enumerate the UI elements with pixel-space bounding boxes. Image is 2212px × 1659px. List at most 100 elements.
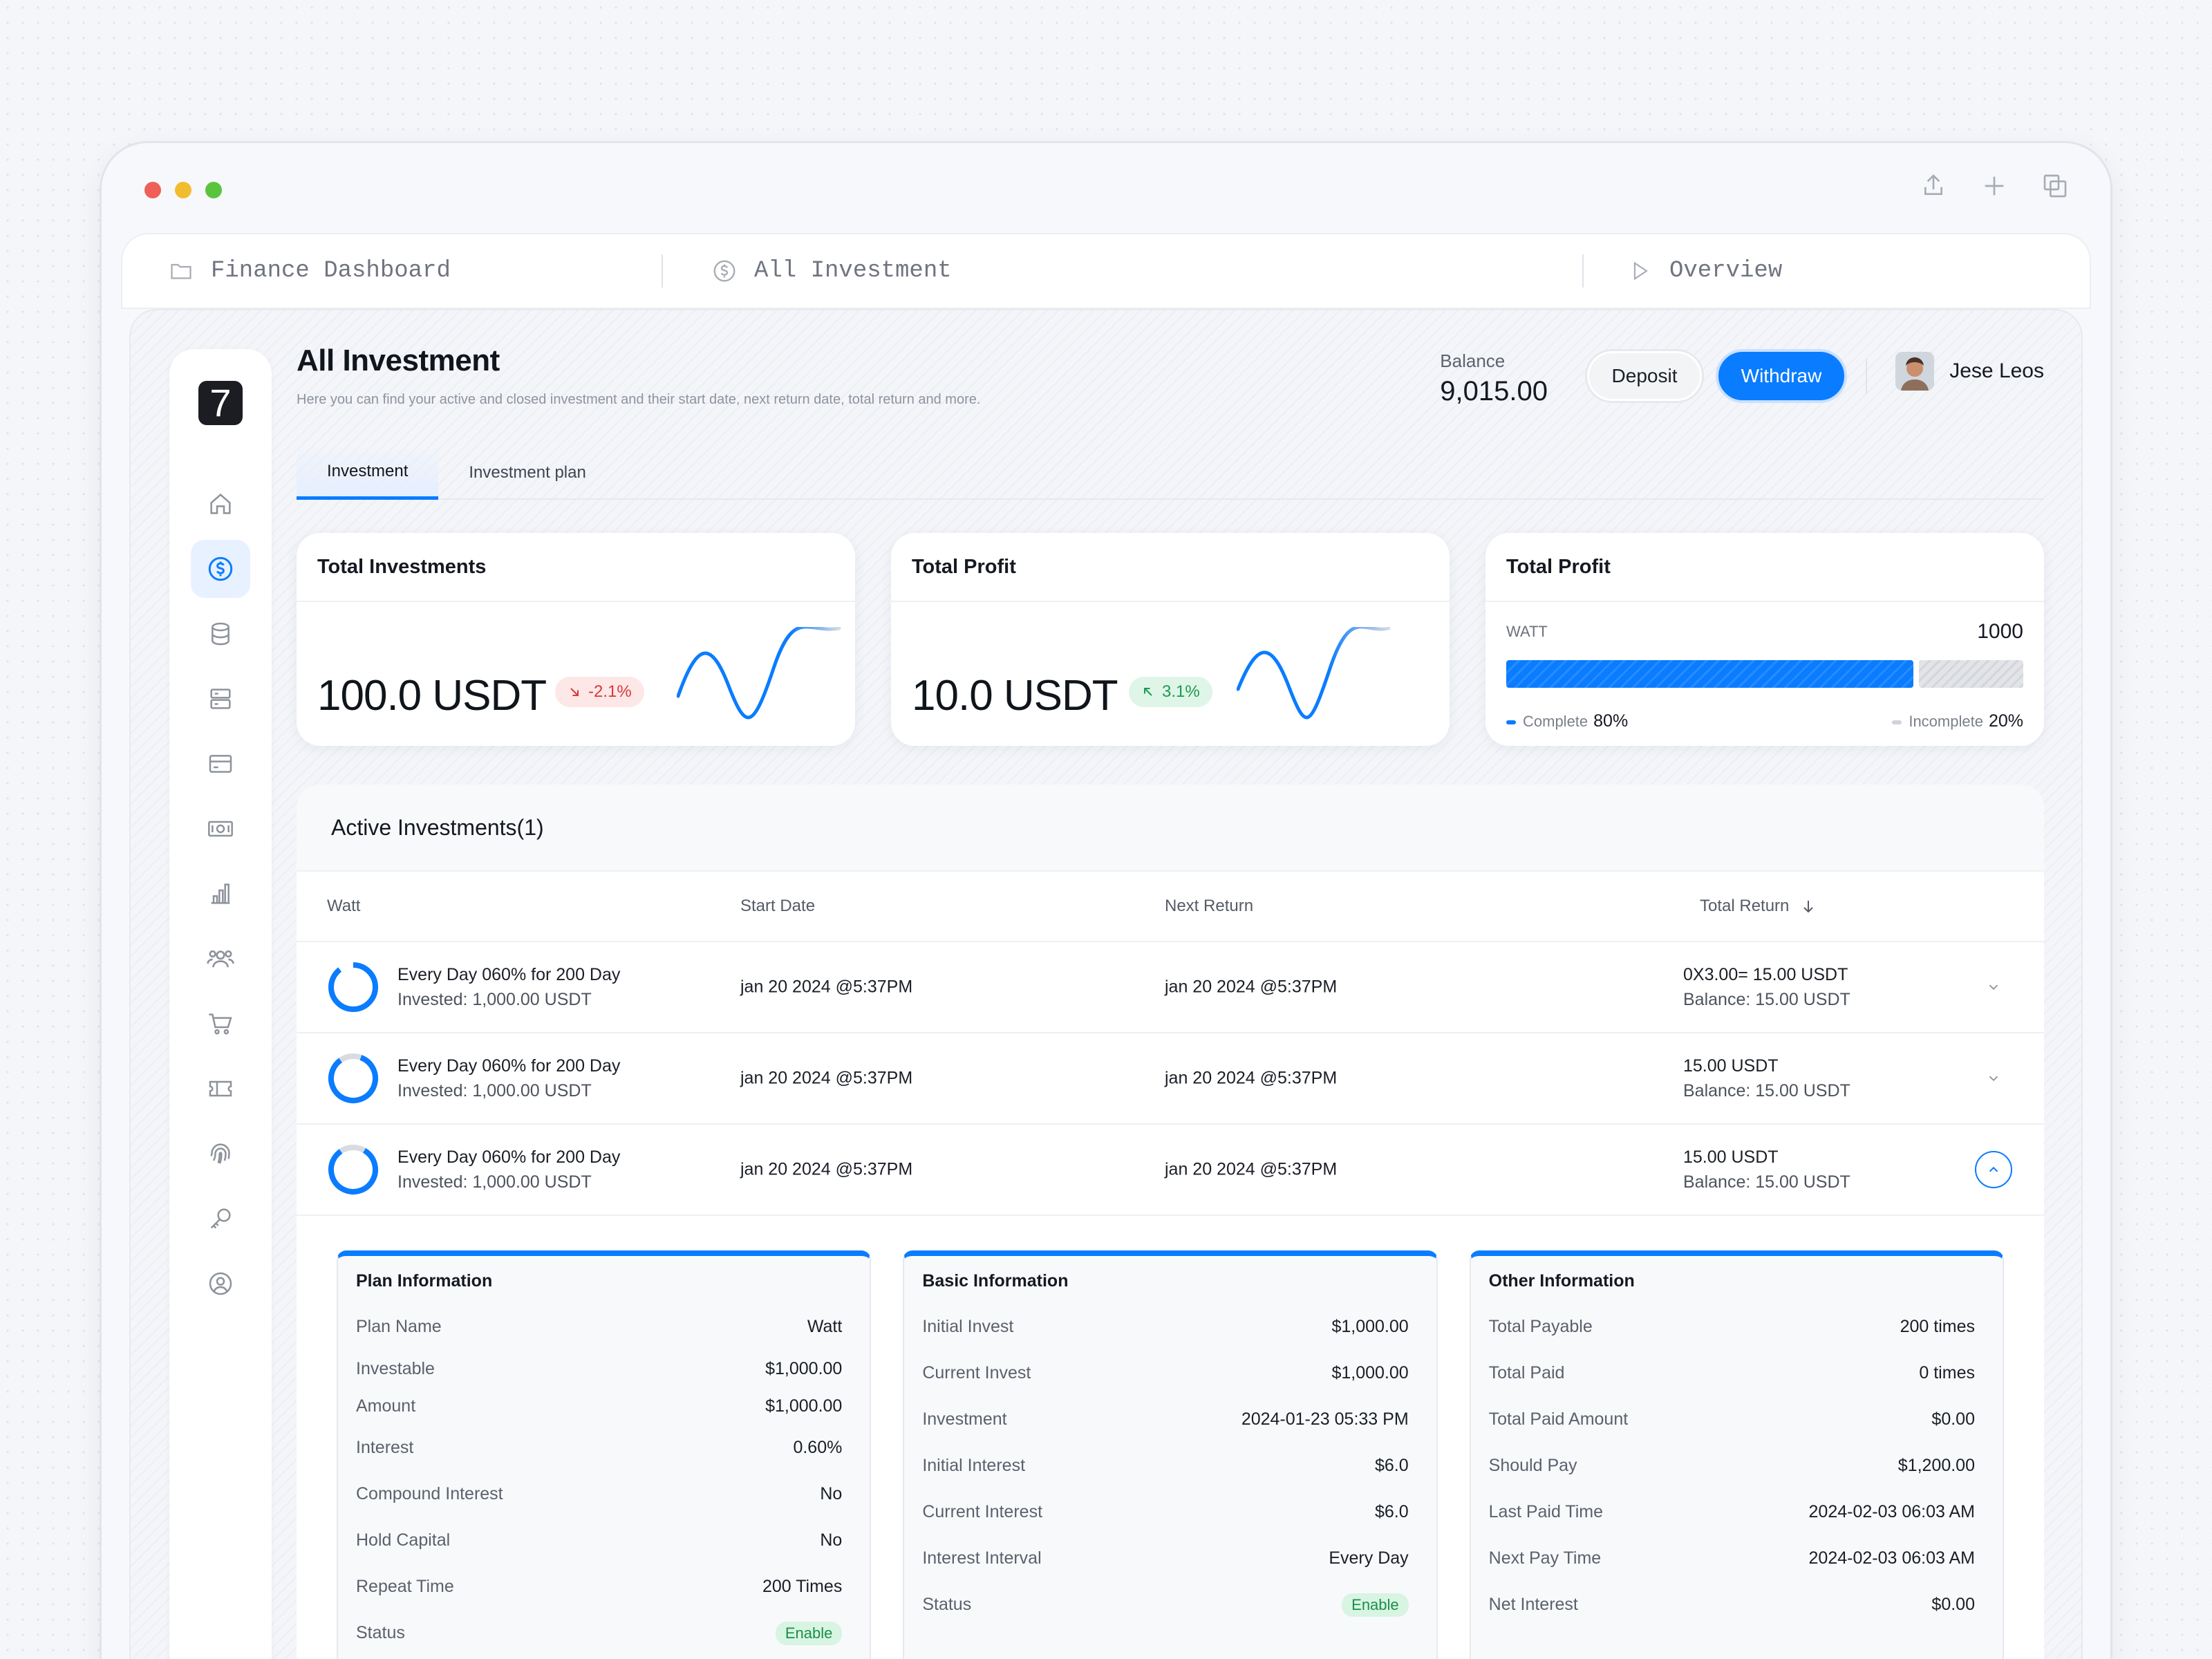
- sidebar-item-cards[interactable]: [191, 735, 250, 793]
- legend-incomplete: Incomplete 20%: [1892, 711, 2023, 731]
- table-row[interactable]: Every Day 060% for 200 Day Invested: 1,00…: [297, 1125, 2044, 1216]
- browser-tab-bar: Finance Dashboard All Investment Overvie…: [121, 233, 2091, 309]
- share-icon[interactable]: [1920, 172, 1947, 200]
- close-window-button[interactable]: [144, 182, 161, 198]
- sparkline-chart: [677, 627, 841, 720]
- sidebar-item-database[interactable]: [191, 605, 250, 663]
- header-start-date[interactable]: Start Date: [740, 897, 816, 915]
- app-logo[interactable]: 7: [198, 381, 243, 425]
- detail-row: Total Paid Amount $0.00: [1489, 1396, 1975, 1443]
- investment-details: Plan Information Plan Name Watt Investabl…: [337, 1250, 2004, 1659]
- next-return: jan 20 2024 @5:37PM: [1165, 1068, 1338, 1088]
- total-profit-card: Total Profit 10.0 USDT 3.1%: [891, 533, 1450, 746]
- ticket-icon: [209, 1080, 232, 1097]
- browser-tab-finance-dashboard[interactable]: Finance Dashboard: [122, 234, 662, 308]
- arrow-down-icon: [1803, 901, 1814, 913]
- browser-tab-overview[interactable]: Overview: [1584, 234, 1782, 308]
- expand-row-button[interactable]: [1975, 1060, 2012, 1097]
- detail-key: Current Interest: [922, 1502, 1043, 1521]
- detail-value: Watt: [807, 1317, 843, 1336]
- progress-ring-icon: [328, 962, 378, 1012]
- next-return: jan 20 2024 @5:37PM: [1165, 977, 1338, 997]
- sidebar-item-reports[interactable]: [191, 865, 250, 923]
- user-menu[interactable]: Jese Leos: [1895, 352, 2044, 391]
- sidebar-nav: [191, 475, 250, 1313]
- key-icon: [210, 1208, 231, 1229]
- status-badge: Enable: [1342, 1593, 1409, 1617]
- start-date: jan 20 2024 @5:37PM: [740, 1068, 913, 1088]
- detail-key: Initial Interest: [922, 1456, 1026, 1475]
- detail-row: Initial Interest $6.0: [922, 1443, 1408, 1489]
- progress-ring-icon: [328, 1145, 378, 1194]
- active-investments-table: Active Investments(1) Watt Start Date Ne…: [297, 785, 2044, 1659]
- change-value: 3.1%: [1162, 682, 1200, 701]
- invested-amount: Invested: 1,000.00 USDT: [397, 1081, 592, 1100]
- sidebar-item-keys[interactable]: [191, 1190, 250, 1248]
- sidebar-item-cart[interactable]: [191, 995, 250, 1053]
- card-title: Total Profit: [891, 533, 1450, 602]
- sidebar-item-cash[interactable]: [191, 800, 250, 858]
- tab-investment-plan[interactable]: Investment plan: [469, 463, 586, 482]
- detail-key: Repeat Time: [356, 1577, 454, 1596]
- header-watt[interactable]: Watt: [327, 897, 361, 915]
- sidebar-item-profile[interactable]: [191, 1255, 250, 1313]
- header-total-return[interactable]: Total Return: [1700, 897, 1817, 916]
- detail-key: Should Pay: [1488, 1456, 1577, 1475]
- tab-divider: [1582, 254, 1584, 288]
- balance-value: 9,015.00: [1440, 376, 1548, 406]
- tab-investment[interactable]: Investment: [297, 446, 439, 500]
- plan-name: Every Day 060% for 200 Day: [397, 1056, 621, 1076]
- table-row[interactable]: Every Day 060% for 200 Day Invested: 1,00…: [297, 942, 2044, 1033]
- legend-incomplete-label: Incomplete: [1909, 713, 1983, 730]
- bar-chart-icon: [211, 883, 230, 904]
- change-badge-up: 3.1%: [1129, 677, 1212, 707]
- sidebar-item-users[interactable]: [191, 930, 250, 988]
- legend-complete-label: Complete: [1523, 713, 1588, 730]
- collapse-row-button[interactable]: [1975, 1151, 2012, 1188]
- sparkline-chart: [1237, 627, 1391, 720]
- arrow-up-right-icon: [1144, 688, 1152, 696]
- home-icon: [210, 494, 231, 514]
- detail-row: Initial Invest $1,000.00: [922, 1304, 1408, 1350]
- deposit-button[interactable]: Deposit: [1585, 349, 1704, 403]
- detail-value: 200 Times: [762, 1577, 843, 1596]
- detail-row: Hold Capital No: [356, 1517, 842, 1564]
- progress-ring-icon: [328, 1053, 378, 1103]
- withdraw-button[interactable]: Withdraw: [1716, 349, 1847, 403]
- plan-name: Every Day 060% for 200 Day: [397, 964, 621, 984]
- detail-value: $1,200.00: [1897, 1456, 1975, 1475]
- credit-card-icon: [209, 755, 232, 773]
- table-row[interactable]: Every Day 060% for 200 Day Invested: 1,00…: [297, 1033, 2044, 1125]
- next-return: jan 20 2024 @5:37PM: [1165, 1159, 1338, 1179]
- detail-key: Initial Invest: [922, 1317, 1014, 1336]
- detail-row: Total Payable 200 times: [1489, 1304, 1975, 1350]
- return-balance: Balance: 15.00 USDT: [1683, 1172, 1850, 1192]
- sidebar-item-server[interactable]: [191, 670, 250, 728]
- detail-key: Interest: [356, 1438, 414, 1457]
- maximize-window-button[interactable]: [205, 182, 222, 198]
- sidebar-item-home[interactable]: [191, 475, 250, 533]
- detail-row: Next Pay Time 2024-02-03 06:03 AM: [1489, 1535, 1975, 1582]
- app-content: 7: [129, 309, 2083, 1659]
- sidebar-item-security[interactable]: [191, 1125, 250, 1183]
- invested-amount: Invested: 1,000.00 USDT: [397, 1172, 592, 1192]
- detail-value: $0.00: [1931, 1409, 1975, 1429]
- detail-row: Status Enable: [922, 1582, 1409, 1628]
- return-balance: Balance: 15.00 USDT: [1683, 990, 1850, 1009]
- header-next-return[interactable]: Next Return: [1165, 897, 1254, 915]
- copy-icon[interactable]: [2041, 172, 2069, 200]
- detail-value: $1,000.00: [1331, 1363, 1409, 1382]
- sidebar-item-investment[interactable]: [191, 540, 250, 598]
- expand-row-button[interactable]: [1975, 968, 2012, 1006]
- browser-tab-all-investment[interactable]: All Investment: [663, 234, 1582, 308]
- change-value: -2.1%: [588, 682, 632, 701]
- plus-icon[interactable]: [1980, 172, 2008, 200]
- minimize-window-button[interactable]: [175, 182, 191, 198]
- detail-row: Compound Interest No: [356, 1471, 842, 1517]
- total-profit-progress-card: Total Profit WATT 1000 Complete 80% Incom…: [1485, 533, 2044, 746]
- table-title: Active Investments(1): [297, 785, 2044, 872]
- sidebar-item-tickets[interactable]: [191, 1060, 250, 1118]
- avatar: [1895, 352, 1935, 391]
- balance: Balance 9,015.00: [1440, 350, 1548, 407]
- sidebar: 7: [169, 349, 272, 1659]
